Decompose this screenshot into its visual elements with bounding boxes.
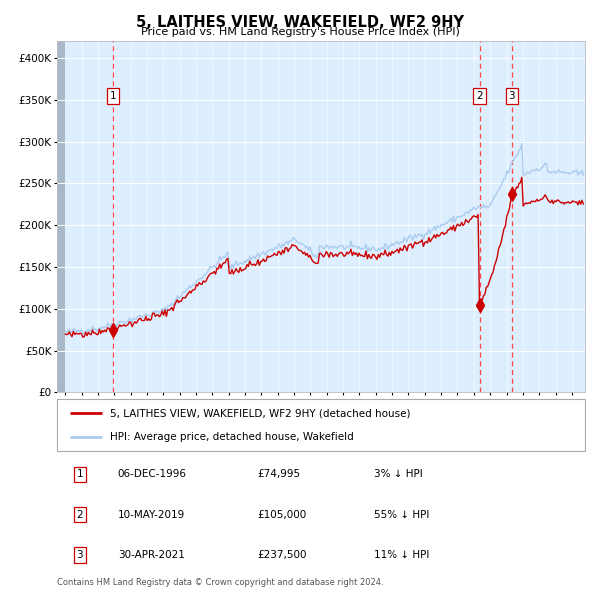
Text: 3% ↓ HPI: 3% ↓ HPI [374,470,422,480]
Text: 2: 2 [76,510,83,520]
Text: 1: 1 [110,91,116,101]
Text: 5, LAITHES VIEW, WAKEFIELD, WF2 9HY: 5, LAITHES VIEW, WAKEFIELD, WF2 9HY [136,15,464,30]
Text: £237,500: £237,500 [257,550,307,560]
Text: HPI: Average price, detached house, Wakefield: HPI: Average price, detached house, Wake… [110,432,353,442]
Text: 55% ↓ HPI: 55% ↓ HPI [374,510,429,520]
Text: Contains HM Land Registry data © Crown copyright and database right 2024.: Contains HM Land Registry data © Crown c… [57,578,383,587]
FancyBboxPatch shape [57,399,585,451]
Text: 3: 3 [76,550,83,560]
Text: 30-APR-2021: 30-APR-2021 [118,550,185,560]
Text: 1: 1 [76,470,83,480]
Text: 3: 3 [509,91,515,101]
Text: £105,000: £105,000 [257,510,307,520]
Text: 11% ↓ HPI: 11% ↓ HPI [374,550,429,560]
Text: 2: 2 [476,91,483,101]
Text: 10-MAY-2019: 10-MAY-2019 [118,510,185,520]
Text: £74,995: £74,995 [257,470,301,480]
Text: 5, LAITHES VIEW, WAKEFIELD, WF2 9HY (detached house): 5, LAITHES VIEW, WAKEFIELD, WF2 9HY (det… [110,408,410,418]
Text: 06-DEC-1996: 06-DEC-1996 [118,470,187,480]
Text: Price paid vs. HM Land Registry's House Price Index (HPI): Price paid vs. HM Land Registry's House … [140,27,460,37]
